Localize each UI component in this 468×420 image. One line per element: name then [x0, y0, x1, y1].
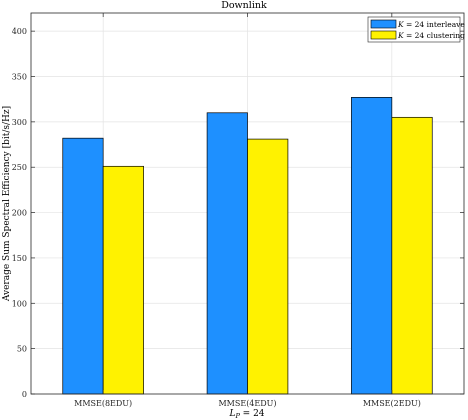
legend: K = 24 interleave K = 24 clustering [367, 16, 465, 43]
bar-interleave-1 [206, 112, 248, 395]
y-tick-label-100: 100 [12, 299, 27, 308]
legend-rest-clustering: = 24 clustering [404, 31, 466, 40]
x-tick-label-1: MMSE(4EDU) [218, 399, 276, 408]
y-tick-label-150: 150 [12, 254, 27, 263]
y-tick-label-400: 400 [12, 27, 27, 36]
legend-label-clustering: K = 24 clustering [397, 31, 465, 40]
y-axis-label: Average Sum Spectral Efficiency [bit/s/H… [2, 106, 12, 302]
legend-rest-interleave: = 24 interleave [404, 20, 466, 29]
y-tick-label-300: 300 [12, 118, 27, 127]
y-tick-label-250: 250 [12, 163, 27, 172]
legend-swatch-clustering [370, 30, 397, 40]
x-axis: MMSE(8EDU) MMSE(4EDU) MMSE(2EDU) [74, 13, 421, 408]
x-tick-label-2: MMSE(2EDU) [363, 399, 421, 408]
y-axis: 0 50 100 150 200 250 300 350 400 [12, 27, 464, 399]
legend-var-interleave: K [397, 20, 404, 29]
bar-clustering-0 [102, 165, 144, 395]
x-axis-label-sub: P [234, 412, 240, 420]
x-axis-label-var: L [228, 409, 235, 419]
bar-clustering-2 [391, 116, 433, 395]
legend-var-clustering: K [397, 31, 404, 40]
legend-label-interleave: K = 24 interleave [397, 20, 465, 29]
x-tick-label-0: MMSE(8EDU) [74, 399, 132, 408]
x-axis-label: LP = 24 [228, 409, 264, 420]
bar-interleave-0 [62, 137, 104, 395]
bars [62, 97, 433, 395]
chart-title: Downlink [221, 0, 267, 11]
y-tick-label-200: 200 [12, 209, 27, 218]
legend-swatch-interleave [370, 19, 397, 29]
bar-clustering-1 [247, 138, 289, 395]
y-tick-label-50: 50 [17, 345, 27, 354]
y-tick-label-350: 350 [12, 73, 27, 82]
y-tick-label-0: 0 [22, 390, 27, 399]
bar-interleave-2 [351, 97, 393, 395]
x-axis-label-rest: = 24 [240, 409, 265, 419]
